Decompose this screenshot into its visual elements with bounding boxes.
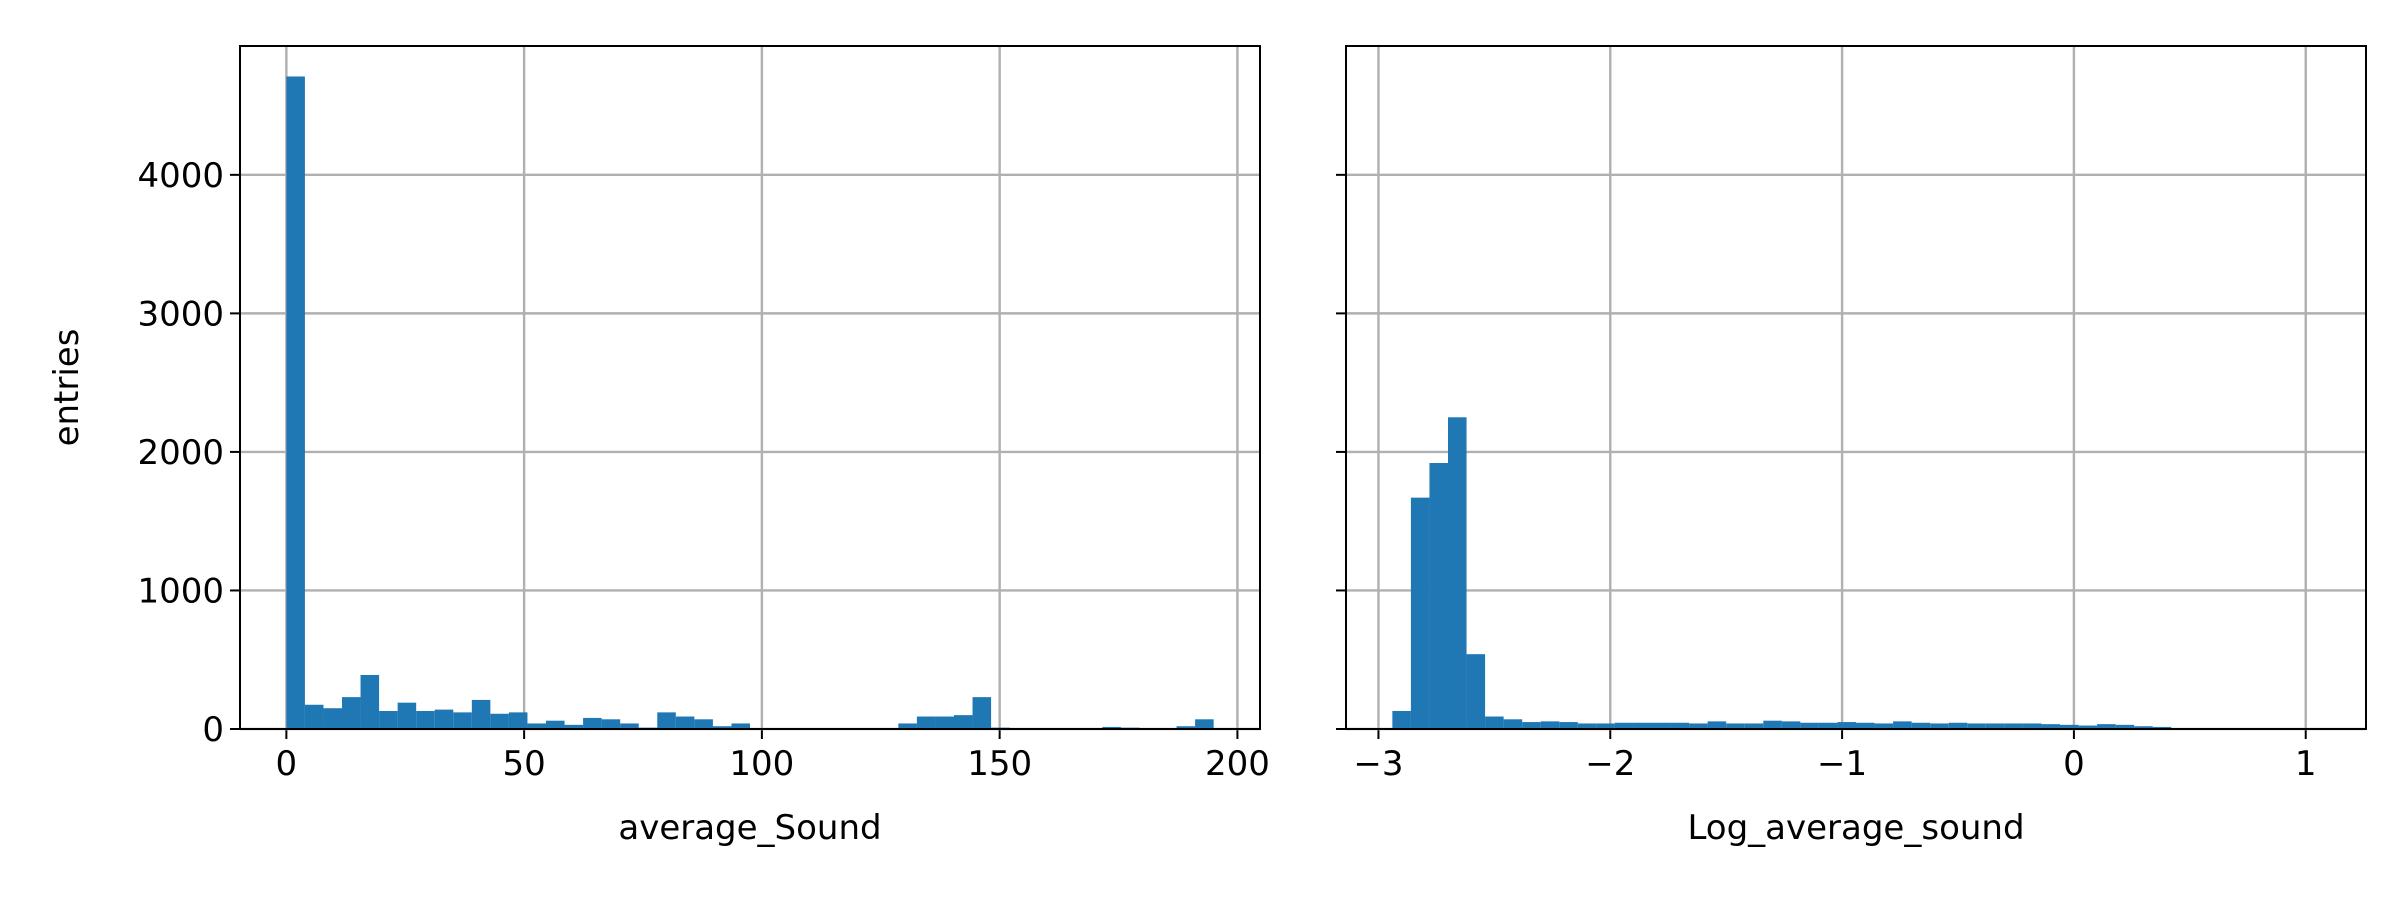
bar [1782,721,1801,729]
bar [1763,721,1782,729]
bar [1893,721,1912,729]
bar [509,712,528,729]
x-tick-label: 0 [2063,744,2085,784]
bar [379,711,398,729]
bar [1448,417,1467,729]
x-tick-label: −1 [1817,744,1867,784]
x-tick-label: 0 [276,744,298,784]
y-tick-label: 0 [202,710,224,750]
y-tick-label: 2000 [137,433,224,473]
bar [657,712,676,729]
bar [1429,463,1448,729]
bar [973,697,992,729]
x-axis-label: average_Sound [618,808,881,848]
axes-frame [240,46,1260,729]
y-axis-label: entries [47,329,87,447]
bar [490,714,509,729]
x-tick-label: 100 [729,744,794,784]
axes-frame [1346,46,2366,729]
bar [1522,722,1541,729]
bar [917,717,936,729]
bar [676,717,695,729]
bar [361,675,380,729]
x-tick-label: 1 [2295,744,2317,784]
bar [954,715,973,729]
x-tick-label: −2 [1585,744,1635,784]
bar [546,721,565,729]
y-tick-label: 4000 [137,156,224,196]
bar [1541,721,1560,729]
bar [416,711,435,729]
bar [453,712,472,729]
y-tick-label: 1000 [137,571,224,611]
x-tick-label: 50 [502,744,545,784]
bar [305,705,324,729]
bar [1411,498,1430,729]
y-tick-label: 3000 [137,294,224,334]
x-axis-label: Log_average_sound [1687,808,2024,848]
x-tick-label: −3 [1353,744,1403,784]
bar [472,700,491,729]
bar [602,719,621,729]
bar [1392,711,1411,729]
bar [435,710,454,729]
x-tick-label: 150 [967,744,1032,784]
x-tick-label: 200 [1205,744,1270,784]
bar [1708,721,1727,729]
bar [342,697,361,729]
bar [1559,722,1578,729]
bar [323,708,342,729]
bar [694,719,713,729]
bar [935,717,954,729]
bar [286,76,305,729]
bar [398,703,417,729]
bar [1485,717,1504,729]
bar [1195,719,1214,729]
bar [1504,719,1523,729]
bar [583,718,602,729]
bar [1837,722,1856,729]
bar [1467,654,1486,729]
